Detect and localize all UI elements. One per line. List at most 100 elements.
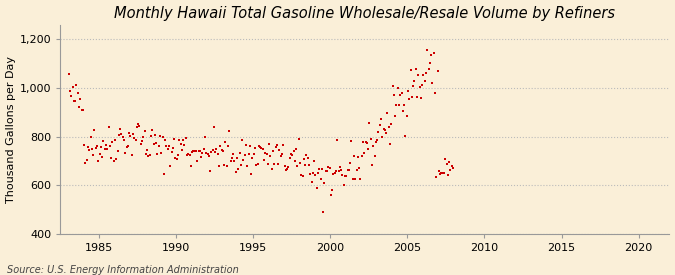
Point xyxy=(292,164,303,169)
Point xyxy=(119,138,130,142)
Point xyxy=(400,133,411,138)
Point xyxy=(267,148,278,153)
Point xyxy=(351,168,362,172)
Point xyxy=(410,67,421,71)
Point xyxy=(169,137,180,142)
Point xyxy=(186,164,196,168)
Point xyxy=(275,154,286,159)
Point xyxy=(63,72,74,77)
Point xyxy=(409,78,420,83)
Point xyxy=(259,158,269,162)
Point xyxy=(419,78,430,83)
Point xyxy=(247,156,258,160)
Point xyxy=(324,166,335,170)
Point xyxy=(135,142,146,147)
Point xyxy=(250,146,261,150)
Point xyxy=(86,147,97,151)
Point xyxy=(267,167,277,172)
Point xyxy=(236,162,246,167)
Point xyxy=(251,163,262,167)
Point xyxy=(115,127,126,131)
Point xyxy=(406,95,417,99)
Point xyxy=(256,146,267,150)
Point xyxy=(183,151,194,156)
Point xyxy=(321,169,332,173)
Point xyxy=(223,144,234,148)
Point xyxy=(217,148,228,153)
Point xyxy=(385,142,396,146)
Point xyxy=(374,122,385,127)
Point xyxy=(89,128,100,133)
Point xyxy=(153,144,164,148)
Point xyxy=(427,81,438,85)
Point xyxy=(290,159,300,163)
Point xyxy=(260,151,271,155)
Point xyxy=(66,94,77,99)
Point xyxy=(203,154,214,158)
Point xyxy=(344,168,354,172)
Point xyxy=(98,139,109,143)
Point xyxy=(207,148,218,152)
Point xyxy=(408,84,418,89)
Point xyxy=(176,148,187,153)
Point xyxy=(423,67,434,71)
Point xyxy=(274,147,285,152)
Point xyxy=(200,135,211,139)
Point xyxy=(238,158,249,162)
Point xyxy=(211,147,222,151)
Point xyxy=(331,169,342,174)
Point xyxy=(281,167,292,171)
Point xyxy=(184,153,195,158)
Point xyxy=(134,124,145,128)
Point xyxy=(355,177,366,182)
Point xyxy=(358,140,369,144)
Point xyxy=(72,91,83,96)
Point xyxy=(82,145,93,149)
Point xyxy=(79,142,90,147)
Point xyxy=(421,70,431,75)
Point xyxy=(443,160,454,164)
Point xyxy=(193,149,204,153)
Point xyxy=(216,148,227,152)
Point xyxy=(413,72,424,77)
Point xyxy=(165,164,176,169)
Point xyxy=(246,172,256,176)
Point xyxy=(296,173,306,178)
Point xyxy=(431,175,441,179)
Point xyxy=(394,103,404,108)
Point xyxy=(378,126,389,131)
Point xyxy=(414,85,425,89)
Point xyxy=(368,144,379,148)
Point xyxy=(325,193,336,197)
Point xyxy=(102,147,113,151)
Point xyxy=(437,171,448,175)
Point xyxy=(240,153,250,158)
Point xyxy=(405,68,416,73)
Point xyxy=(180,136,191,140)
Point xyxy=(314,167,325,171)
Point xyxy=(174,138,185,142)
Point xyxy=(113,133,124,138)
Point xyxy=(318,210,329,214)
Point xyxy=(144,153,155,158)
Point xyxy=(388,92,399,97)
Point xyxy=(189,149,200,153)
Point xyxy=(213,152,223,156)
Point xyxy=(446,164,457,169)
Point xyxy=(254,143,265,148)
Point xyxy=(328,172,339,177)
Point xyxy=(161,144,171,148)
Point xyxy=(103,125,114,130)
Point xyxy=(146,133,157,138)
Point xyxy=(338,183,349,187)
Point xyxy=(396,91,407,96)
Point xyxy=(130,138,141,142)
Point xyxy=(160,138,171,143)
Point xyxy=(383,125,394,130)
Point xyxy=(352,155,363,160)
Point xyxy=(108,159,119,163)
Point xyxy=(106,156,117,160)
Point xyxy=(346,139,357,143)
Point xyxy=(224,129,235,133)
Point xyxy=(230,170,241,175)
